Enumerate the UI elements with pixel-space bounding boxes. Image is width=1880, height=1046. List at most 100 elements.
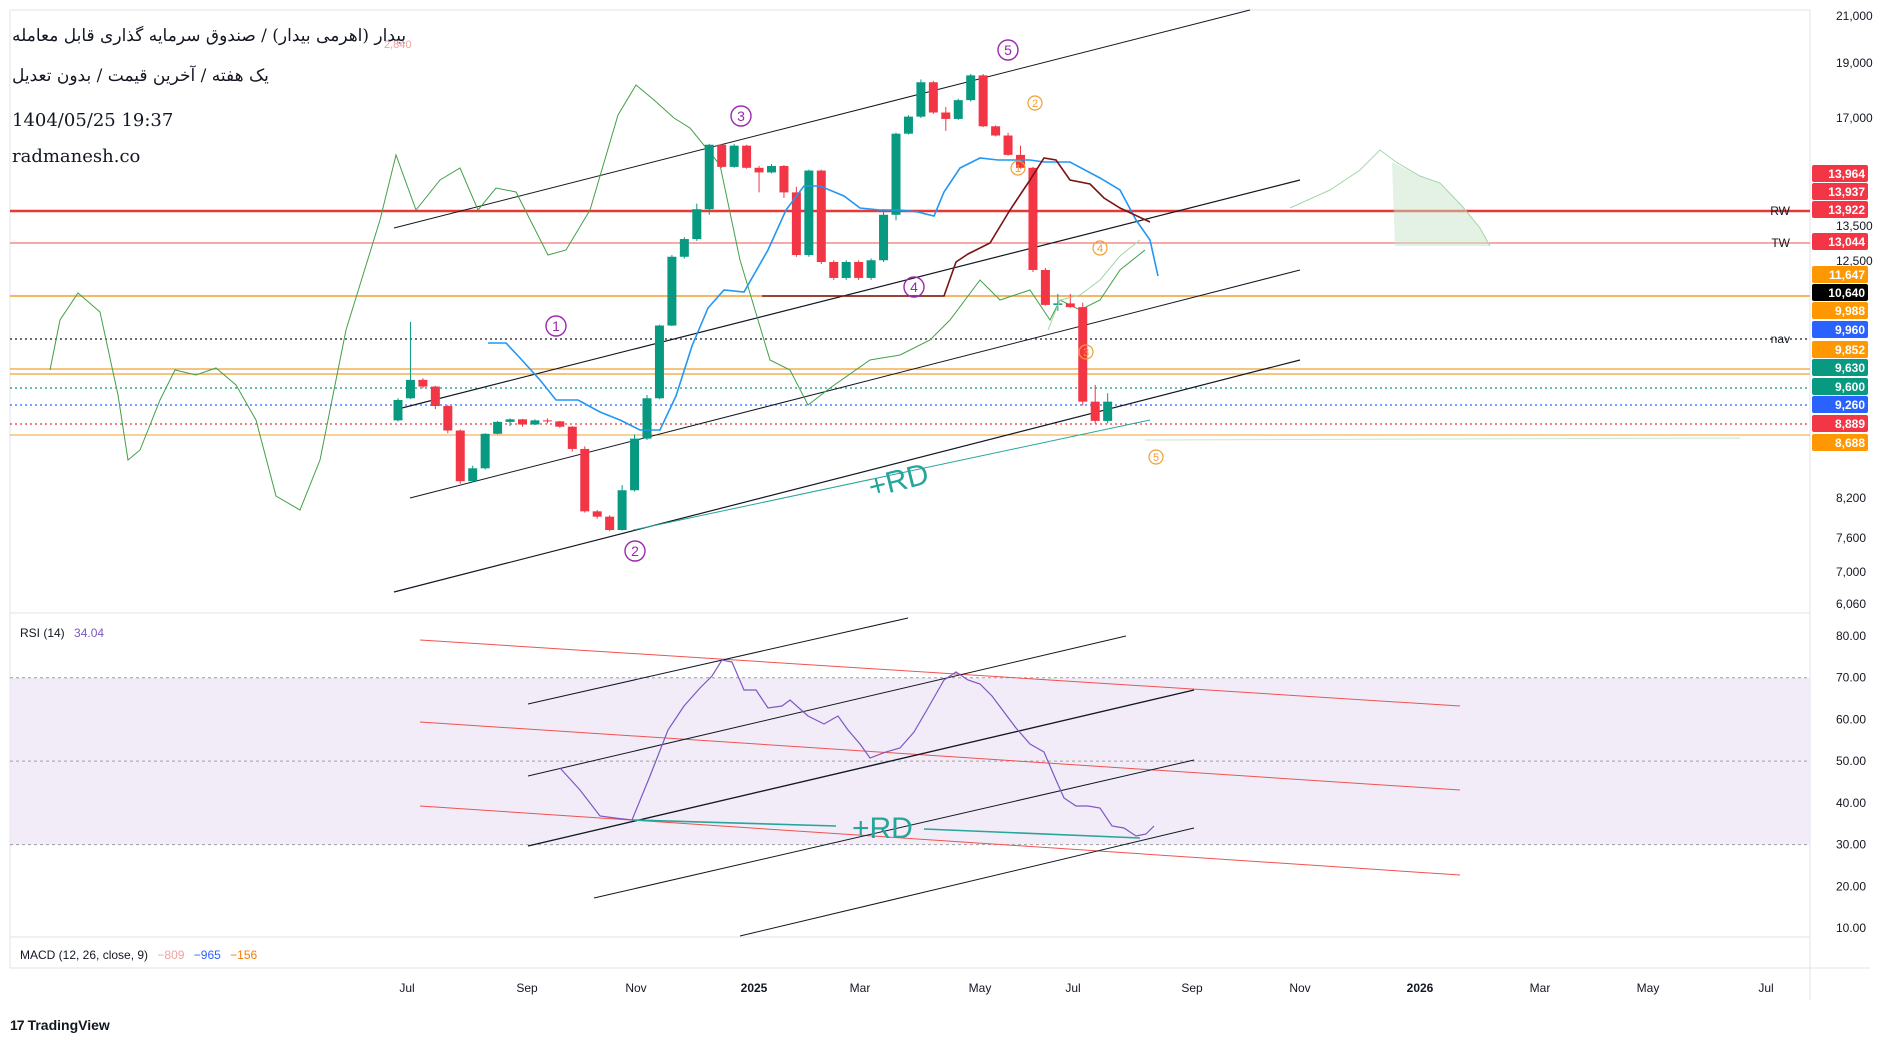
wave-label-purple-text: 3 — [737, 108, 745, 124]
candle-body — [916, 82, 926, 117]
candle-body — [530, 420, 540, 425]
wave-label-purple-text: 4 — [910, 279, 918, 295]
price-badge — [1812, 341, 1868, 358]
chart-subtitle: یک هفته / آخرین قیمت / بدون تعدیل — [12, 66, 269, 86]
red-moving-average-line — [762, 157, 1151, 297]
candle-body — [555, 421, 565, 427]
price-badge-label: 8,889 — [1835, 417, 1865, 431]
time-tick-label: Jul — [399, 981, 414, 995]
price-tick-label: 7,600 — [1836, 531, 1866, 545]
candle-body — [903, 116, 913, 134]
wave-label-orange-text: 2 — [1032, 98, 1038, 110]
candle-body — [667, 256, 677, 326]
price-badge — [1812, 233, 1868, 250]
rw-line-label: RW — [1770, 204, 1790, 218]
rsi-tick-label: 50.00 — [1836, 754, 1866, 768]
candle-body — [779, 165, 789, 193]
rd-divergence-line — [632, 419, 1151, 531]
rsi-tick-label: 60.00 — [1836, 712, 1866, 726]
rsi-rd-line — [631, 819, 837, 827]
wave-label-purple — [624, 540, 646, 562]
candle-body — [692, 209, 702, 240]
price-tick-label: 12,500 — [1836, 254, 1873, 268]
price-badge — [1812, 378, 1868, 395]
price-badge — [1812, 434, 1868, 451]
ichimoku-span — [1289, 149, 1491, 247]
channel-lower-line — [409, 269, 1301, 499]
tradingview-logo[interactable]: 17 TradingView — [10, 1017, 110, 1033]
price-tick-label: 8,200 — [1836, 491, 1866, 505]
price-badge — [1812, 165, 1868, 182]
macd-value-2: −965 — [193, 948, 221, 962]
time-tick-label: Jul — [1065, 981, 1080, 995]
candle-body — [455, 430, 465, 482]
candle-body — [791, 192, 801, 256]
macd-legend[interactable]: MACD (12, 26, close, 9) −809 −965 −156 — [20, 948, 257, 962]
price-badge-label: 13,937 — [1828, 185, 1865, 199]
rsi-red-line — [419, 805, 1461, 876]
price-badge-label: 9,960 — [1835, 323, 1865, 337]
candle-body — [505, 419, 515, 422]
rsi-black-line — [527, 617, 909, 705]
candle-body — [1065, 303, 1075, 308]
wave-label-orange-text: 1 — [1015, 163, 1021, 175]
price-badge — [1812, 284, 1868, 301]
candle-body — [879, 214, 889, 261]
candle-body — [518, 419, 527, 425]
wave-label-purple-text: 2 — [631, 543, 639, 559]
candle-body — [580, 448, 590, 512]
wave-label-orange-text: 5 — [1153, 452, 1159, 464]
candle-body — [1003, 135, 1013, 155]
rsi-tick-label: 10.00 — [1836, 921, 1866, 935]
site-watermark: radmanesh.co — [12, 146, 141, 167]
candle-body — [754, 167, 764, 173]
price-tick-label: 13,500 — [1836, 219, 1873, 233]
candle-body — [978, 75, 988, 127]
candle-body — [717, 144, 727, 167]
candle-body — [953, 100, 963, 119]
price-badge — [1812, 415, 1868, 432]
channel-mid-line — [393, 179, 1301, 411]
candle-body — [542, 420, 552, 422]
rsi-black-line — [527, 635, 1127, 777]
candle-body — [567, 426, 577, 449]
candle-body — [854, 262, 864, 278]
time-tick-label: 2025 — [741, 981, 768, 995]
candle-body — [642, 398, 652, 439]
price-badge-label: 8,688 — [1835, 436, 1865, 450]
candle-body — [1078, 307, 1088, 402]
rsi-black-line — [739, 827, 1195, 937]
candle-body — [418, 379, 428, 387]
candle-body — [729, 145, 739, 167]
wave-label-orange — [1148, 449, 1164, 465]
candle-body — [804, 170, 814, 256]
rsi-legend[interactable]: RSI (14) 34.04 — [20, 626, 104, 640]
rsi-red-line — [419, 721, 1461, 791]
rsi-tick-label: 20.00 — [1836, 879, 1866, 893]
candle-body — [443, 406, 453, 431]
candle-body — [928, 82, 938, 113]
faded-value: 2,840 — [384, 39, 412, 51]
channel-base-line — [393, 359, 1301, 593]
wave-label-orange — [1092, 240, 1108, 256]
wave-label-orange — [1010, 160, 1026, 176]
price-badge-label: 13,044 — [1828, 235, 1865, 249]
tw-line-label: TW — [1771, 236, 1790, 250]
candle-body — [991, 126, 1001, 136]
price-badge-label: 11,647 — [1829, 268, 1865, 282]
price-badge — [1812, 266, 1868, 283]
candle-body — [829, 262, 839, 278]
price-badge-label: 10,640 — [1828, 286, 1865, 300]
wave-label-purple — [730, 105, 752, 127]
wave-label-purple-text: 1 — [552, 318, 560, 334]
candle-body — [654, 325, 664, 399]
candle-body — [405, 379, 415, 399]
price-badge — [1812, 359, 1868, 376]
wave-label-purple-text: 5 — [1004, 42, 1012, 58]
price-badge-label: 9,630 — [1835, 361, 1865, 375]
candle-body — [816, 170, 826, 262]
price-badge — [1812, 396, 1868, 413]
wave-label-purple — [903, 276, 925, 298]
